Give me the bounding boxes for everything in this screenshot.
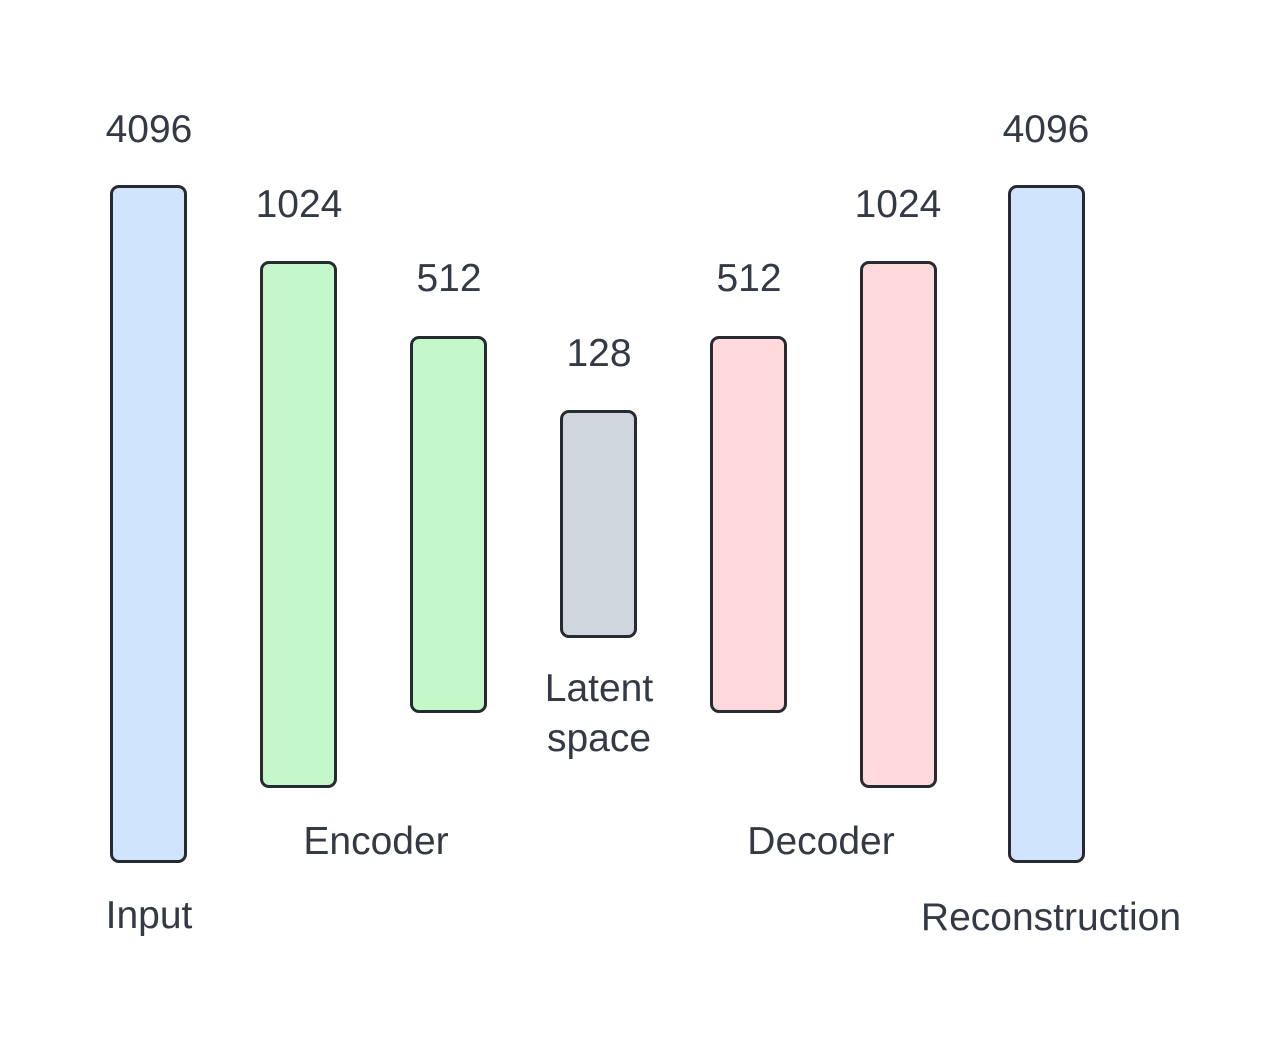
decoder-1-size-label: 512 — [716, 257, 782, 300]
decoder-caption: Decoder — [747, 820, 895, 863]
output-size-label: 4096 — [1002, 108, 1090, 151]
latent-layer — [560, 410, 637, 638]
reconstruction-caption: Reconstruction — [920, 896, 1182, 939]
latent-size-label: 128 — [566, 332, 632, 375]
encoder-1-size-label: 1024 — [255, 183, 343, 226]
encoder-layer-2 — [410, 336, 487, 713]
latent-space-caption: Latent space — [544, 667, 654, 760]
input-size-label: 4096 — [105, 108, 193, 151]
encoder-2-size-label: 512 — [416, 257, 482, 300]
encoder-caption: Encoder — [303, 820, 449, 863]
encoder-layer-1 — [260, 261, 337, 788]
decoder-2-size-label: 1024 — [854, 183, 942, 226]
output-layer — [1008, 185, 1085, 863]
input-caption: Input — [105, 894, 193, 937]
decoder-layer-1 — [710, 336, 787, 713]
decoder-layer-2 — [860, 261, 937, 788]
input-layer — [110, 185, 187, 863]
